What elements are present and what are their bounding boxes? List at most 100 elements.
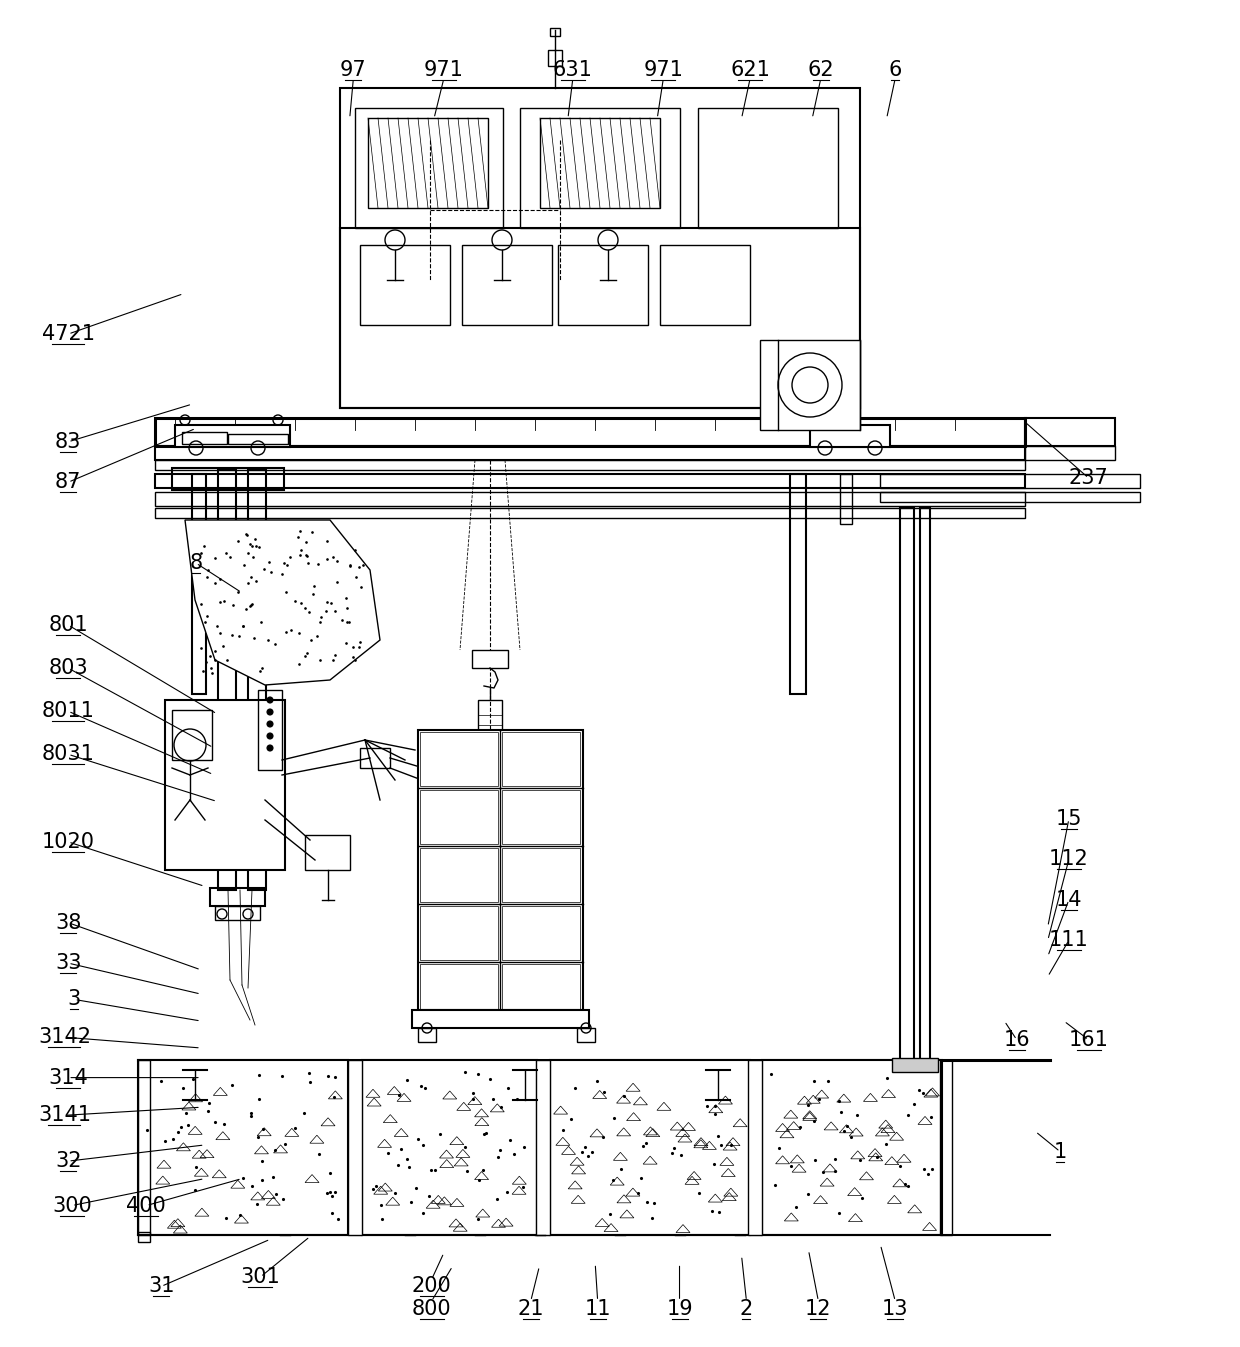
Text: 400: 400 bbox=[126, 1196, 166, 1215]
Bar bbox=[940, 1060, 952, 1235]
Text: 803: 803 bbox=[48, 659, 88, 678]
Text: 19: 19 bbox=[666, 1300, 693, 1319]
Text: 2: 2 bbox=[740, 1300, 753, 1319]
Bar bbox=[138, 1060, 150, 1235]
Text: 161: 161 bbox=[1069, 1030, 1109, 1049]
Text: 32: 32 bbox=[55, 1152, 82, 1171]
Bar bbox=[539, 119, 660, 207]
Bar bbox=[477, 700, 502, 740]
Text: 631: 631 bbox=[553, 61, 593, 79]
Bar bbox=[165, 700, 285, 870]
Bar bbox=[182, 432, 227, 445]
Text: 800: 800 bbox=[412, 1300, 451, 1319]
Bar bbox=[215, 907, 260, 920]
Bar bbox=[660, 245, 750, 325]
Bar bbox=[155, 446, 1025, 459]
Polygon shape bbox=[185, 520, 379, 686]
Bar bbox=[577, 1028, 595, 1043]
Bar bbox=[920, 508, 930, 1060]
Text: 4721: 4721 bbox=[42, 325, 94, 343]
Bar bbox=[472, 651, 508, 668]
Bar bbox=[548, 50, 562, 66]
Text: 21: 21 bbox=[517, 1300, 544, 1319]
Text: 801: 801 bbox=[48, 616, 88, 634]
Circle shape bbox=[267, 745, 273, 752]
Bar bbox=[502, 907, 580, 960]
Text: 8031: 8031 bbox=[42, 745, 94, 764]
Bar bbox=[502, 964, 580, 1018]
Bar bbox=[748, 1060, 763, 1235]
Bar bbox=[502, 849, 580, 902]
Bar bbox=[790, 474, 806, 694]
Bar bbox=[258, 690, 281, 770]
Text: 237: 237 bbox=[1069, 469, 1109, 488]
Bar bbox=[880, 474, 1140, 488]
Bar bbox=[551, 1060, 750, 1235]
Bar bbox=[172, 467, 284, 490]
Bar bbox=[763, 1060, 942, 1235]
Bar bbox=[172, 710, 212, 760]
Bar bbox=[175, 426, 290, 447]
Bar bbox=[418, 1028, 436, 1043]
Bar bbox=[340, 88, 861, 408]
Text: 16: 16 bbox=[1003, 1030, 1030, 1049]
Bar bbox=[368, 119, 489, 207]
Text: 300: 300 bbox=[52, 1196, 92, 1215]
Bar bbox=[463, 245, 552, 325]
Bar bbox=[900, 508, 914, 1060]
Text: 971: 971 bbox=[424, 61, 464, 79]
Bar bbox=[192, 474, 206, 694]
Bar bbox=[810, 426, 890, 447]
Text: 301: 301 bbox=[241, 1268, 280, 1286]
Text: 62: 62 bbox=[807, 61, 835, 79]
Bar bbox=[355, 108, 503, 228]
Bar bbox=[1025, 418, 1115, 446]
Bar bbox=[536, 1060, 551, 1235]
Text: 33: 33 bbox=[55, 954, 82, 973]
Bar bbox=[551, 28, 560, 36]
Bar bbox=[228, 434, 288, 445]
Text: 1020: 1020 bbox=[42, 832, 94, 851]
Bar bbox=[839, 474, 852, 524]
Bar bbox=[155, 508, 1025, 519]
Bar bbox=[502, 731, 580, 787]
Text: 14: 14 bbox=[1055, 890, 1083, 909]
Bar bbox=[340, 228, 861, 408]
Bar bbox=[520, 108, 680, 228]
Bar bbox=[155, 474, 1025, 488]
Bar bbox=[502, 789, 580, 845]
Bar bbox=[420, 907, 498, 960]
Text: 971: 971 bbox=[644, 61, 683, 79]
Text: 1: 1 bbox=[1054, 1142, 1066, 1161]
Text: 8: 8 bbox=[190, 554, 202, 572]
Circle shape bbox=[267, 696, 273, 703]
Bar bbox=[420, 849, 498, 902]
Text: 15: 15 bbox=[1055, 810, 1083, 828]
Bar bbox=[420, 731, 498, 787]
Text: 13: 13 bbox=[882, 1300, 909, 1319]
Bar bbox=[418, 730, 583, 1010]
Bar bbox=[1025, 446, 1115, 459]
Bar bbox=[760, 339, 861, 430]
Bar bbox=[210, 888, 265, 907]
Circle shape bbox=[267, 733, 273, 740]
Text: 200: 200 bbox=[412, 1277, 451, 1296]
Text: 97: 97 bbox=[340, 61, 367, 79]
Text: 3142: 3142 bbox=[38, 1028, 91, 1047]
Text: 314: 314 bbox=[48, 1068, 88, 1087]
Text: 621: 621 bbox=[730, 61, 770, 79]
Bar bbox=[360, 748, 391, 768]
Bar bbox=[138, 1060, 348, 1235]
Bar bbox=[155, 459, 1025, 470]
Bar bbox=[880, 492, 1140, 502]
Bar bbox=[420, 964, 498, 1018]
Text: 87: 87 bbox=[55, 473, 82, 492]
Bar bbox=[362, 1060, 537, 1235]
Bar bbox=[892, 1057, 937, 1072]
Circle shape bbox=[267, 709, 273, 715]
Bar bbox=[698, 108, 838, 228]
Bar bbox=[218, 470, 236, 890]
Bar bbox=[348, 1060, 362, 1235]
Bar bbox=[248, 470, 267, 890]
Text: 83: 83 bbox=[55, 432, 82, 451]
